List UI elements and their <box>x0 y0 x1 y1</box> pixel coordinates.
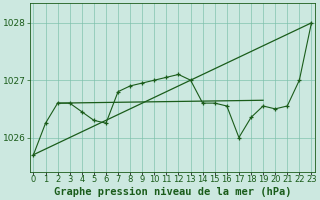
X-axis label: Graphe pression niveau de la mer (hPa): Graphe pression niveau de la mer (hPa) <box>54 187 291 197</box>
